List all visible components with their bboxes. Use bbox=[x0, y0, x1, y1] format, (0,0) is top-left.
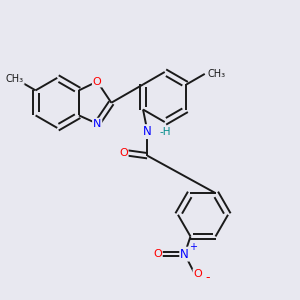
Text: CH₃: CH₃ bbox=[6, 74, 24, 84]
Text: O: O bbox=[119, 148, 128, 158]
Text: O: O bbox=[153, 249, 162, 259]
Text: N: N bbox=[93, 118, 101, 129]
Text: -: - bbox=[205, 271, 209, 284]
Text: N: N bbox=[180, 248, 189, 261]
Text: -H: -H bbox=[160, 127, 171, 136]
Text: O: O bbox=[93, 76, 102, 86]
Text: N: N bbox=[143, 125, 152, 138]
Text: O: O bbox=[194, 269, 202, 279]
Text: +: + bbox=[189, 242, 197, 252]
Text: CH₃: CH₃ bbox=[207, 69, 225, 79]
